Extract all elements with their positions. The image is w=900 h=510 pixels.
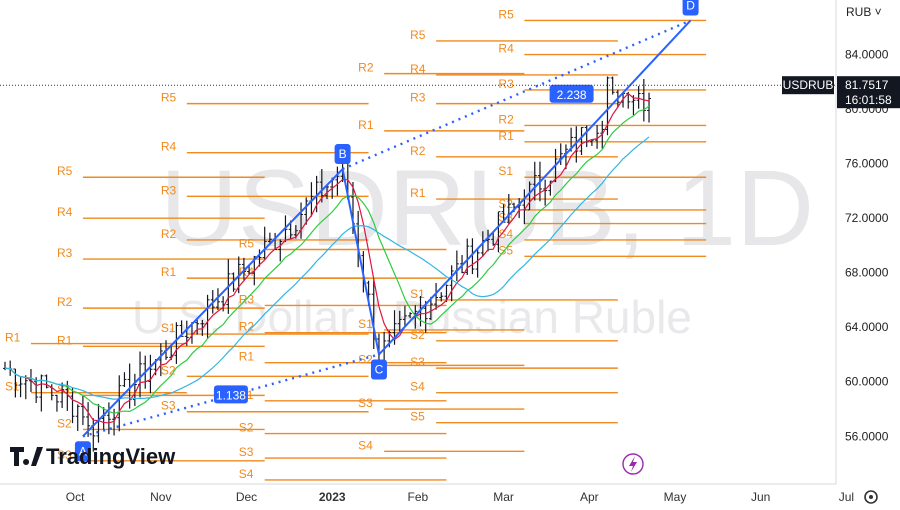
pivot-label: S2 bbox=[239, 421, 254, 435]
y-tick-label: 68.0000 bbox=[845, 266, 889, 280]
pivot-label: R5 bbox=[57, 164, 73, 178]
pattern-leg bbox=[378, 19, 692, 356]
x-tick-label: Feb bbox=[408, 490, 429, 504]
pivot-label: R2 bbox=[410, 144, 426, 158]
y-tick-label: 60.0000 bbox=[845, 375, 889, 389]
pivot-label: S2 bbox=[498, 197, 513, 211]
pivot-label: R1 bbox=[161, 265, 177, 279]
x-tick-label: Jun bbox=[751, 490, 770, 504]
pivot-label: S1 bbox=[410, 287, 425, 301]
pivot-label: S4 bbox=[410, 380, 425, 394]
ratio-label-box bbox=[549, 84, 594, 103]
pivot-label: R3 bbox=[498, 77, 514, 91]
pivot-label: R1 bbox=[239, 350, 255, 364]
pivot-label: S2 bbox=[57, 416, 72, 430]
pivot-label: S3 bbox=[410, 355, 425, 369]
moving-average-line bbox=[4, 92, 650, 424]
pattern-point-d: D bbox=[686, 0, 695, 12]
x-tick-label: Jul bbox=[839, 490, 854, 504]
pivot-label: R3 bbox=[410, 91, 426, 105]
pivot-label: S4 bbox=[358, 438, 373, 452]
last-price: 81.7517 bbox=[845, 78, 889, 92]
pivot-label: S2 bbox=[410, 328, 425, 342]
pivot-label: R2 bbox=[57, 295, 73, 309]
pattern-point-box bbox=[74, 441, 91, 462]
pattern-point-a: A bbox=[79, 444, 87, 458]
price-tag-box bbox=[837, 76, 900, 109]
pattern-leg bbox=[341, 168, 380, 355]
pivot-label: R1 bbox=[498, 129, 514, 143]
currency-menu: RUB ˅ bbox=[846, 5, 882, 19]
pivot-label: S3 bbox=[239, 445, 254, 459]
pivot-label: R4 bbox=[239, 265, 255, 279]
pivot-label: S5 bbox=[410, 410, 425, 424]
pivot-label: R4 bbox=[57, 205, 73, 219]
pivot-label: R1 bbox=[410, 186, 426, 200]
y-tick-label: 56.0000 bbox=[845, 429, 889, 443]
lightning-bolt bbox=[629, 456, 637, 472]
pivot-label: S3 bbox=[57, 448, 72, 462]
pivot-label: R5 bbox=[161, 91, 177, 105]
x-tick-label: Mar bbox=[493, 490, 514, 504]
pivot-label: R4 bbox=[498, 42, 514, 56]
y-tick-label: 84.0000 bbox=[845, 48, 889, 62]
pivot-label: R2 bbox=[498, 112, 514, 126]
pivot-label: S1 bbox=[161, 321, 176, 335]
pattern-point-b: B bbox=[339, 147, 347, 161]
watermark-symbol: USDRUB, 1D bbox=[160, 147, 814, 268]
pivot-label: R1 bbox=[57, 333, 73, 347]
gear-icon bbox=[864, 490, 878, 504]
pivot-label: R5 bbox=[498, 7, 514, 21]
ratio-label-box bbox=[213, 385, 248, 404]
pivot-label: S1 bbox=[498, 164, 513, 178]
moving-average-line bbox=[4, 105, 650, 414]
pivot-label: R2 bbox=[239, 320, 255, 334]
pivot-label: S2 bbox=[161, 363, 176, 377]
symbol-tag-box bbox=[782, 76, 834, 95]
pivot-label: S4 bbox=[239, 467, 254, 481]
gear-icon-center bbox=[869, 495, 873, 499]
ratio-label: 1.138 bbox=[216, 388, 246, 402]
tradingview-logo-icon bbox=[10, 447, 43, 466]
pattern-point-box bbox=[682, 0, 699, 16]
pivot-label: R2 bbox=[358, 61, 374, 75]
y-tick-label: 64.0000 bbox=[845, 320, 889, 334]
pivot-label: S2 bbox=[358, 352, 373, 366]
pattern-point-box bbox=[370, 359, 387, 380]
pivot-label: R4 bbox=[161, 140, 177, 154]
pattern-dotted-bd bbox=[342, 19, 692, 171]
pivot-label: R5 bbox=[410, 28, 426, 42]
lightning-icon bbox=[622, 453, 644, 475]
pivot-label: R5 bbox=[239, 236, 255, 250]
pivot-label: S3 bbox=[358, 396, 373, 410]
y-tick-label: 76.0000 bbox=[845, 157, 889, 171]
countdown: 16:01:58 bbox=[845, 93, 892, 107]
pivot-label: R1 bbox=[358, 118, 374, 132]
ratio-label: 2.238 bbox=[557, 88, 587, 102]
pattern-point-box bbox=[334, 144, 351, 165]
pivot-label: R2 bbox=[161, 227, 177, 241]
tradingview-logo-text: TradingView bbox=[46, 444, 176, 469]
pivot-label: S3 bbox=[161, 399, 176, 413]
pattern-point-c: C bbox=[375, 362, 384, 376]
y-tick-label: 72.0000 bbox=[845, 211, 889, 225]
x-tick-label: 2023 bbox=[319, 490, 346, 504]
pivot-label: S1 bbox=[358, 317, 373, 331]
pivot-label: R3 bbox=[161, 183, 177, 197]
pivot-label: R4 bbox=[410, 62, 426, 76]
x-tick-label: Oct bbox=[66, 490, 85, 504]
pivot-label: R1 bbox=[5, 331, 21, 345]
pattern-leg bbox=[82, 168, 344, 437]
pivot-label: R3 bbox=[57, 246, 73, 260]
x-tick-label: Apr bbox=[580, 490, 599, 504]
pivot-label: S1 bbox=[5, 380, 20, 394]
x-tick-label: May bbox=[664, 490, 687, 504]
symbol-tag: USDRUB bbox=[783, 78, 834, 92]
x-tick-label: Nov bbox=[150, 490, 171, 504]
x-tick-label: Dec bbox=[236, 490, 257, 504]
pivot-label: S4 bbox=[498, 227, 513, 241]
moving-average-line bbox=[4, 136, 650, 400]
